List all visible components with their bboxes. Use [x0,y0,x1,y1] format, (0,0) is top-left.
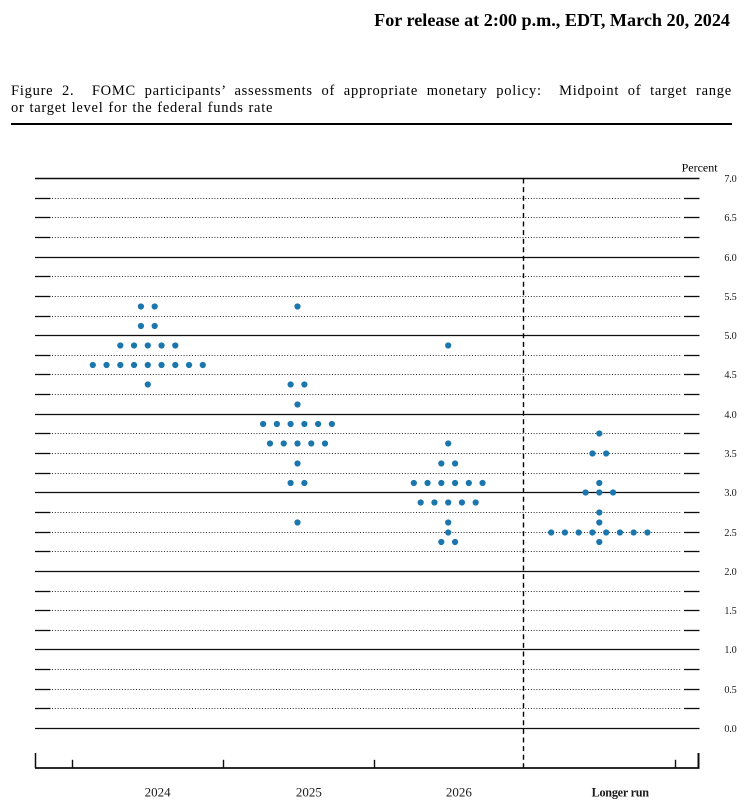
svg-text:2025: 2025 [296,785,322,800]
svg-text:2026: 2026 [446,785,473,800]
svg-text:7.0: 7.0 [724,174,736,185]
svg-text:5.0: 5.0 [724,331,736,342]
svg-text:Percent: Percent [682,160,719,174]
svg-text:4.5: 4.5 [724,370,736,381]
svg-text:0.0: 0.0 [724,724,736,735]
svg-text:3.0: 3.0 [724,488,736,499]
svg-text:5.5: 5.5 [724,292,736,303]
svg-text:4.0: 4.0 [724,410,736,421]
svg-text:2024: 2024 [145,785,172,800]
svg-text:2.5: 2.5 [724,528,736,539]
svg-text:Longer run: Longer run [592,786,650,800]
svg-text:1.5: 1.5 [724,606,736,617]
svg-text:2.0: 2.0 [724,567,736,578]
svg-text:3.5: 3.5 [724,449,736,460]
svg-text:0.5: 0.5 [724,685,736,696]
svg-text:6.5: 6.5 [724,213,736,224]
svg-text:1.0: 1.0 [724,645,736,656]
svg-text:6.0: 6.0 [724,253,736,264]
